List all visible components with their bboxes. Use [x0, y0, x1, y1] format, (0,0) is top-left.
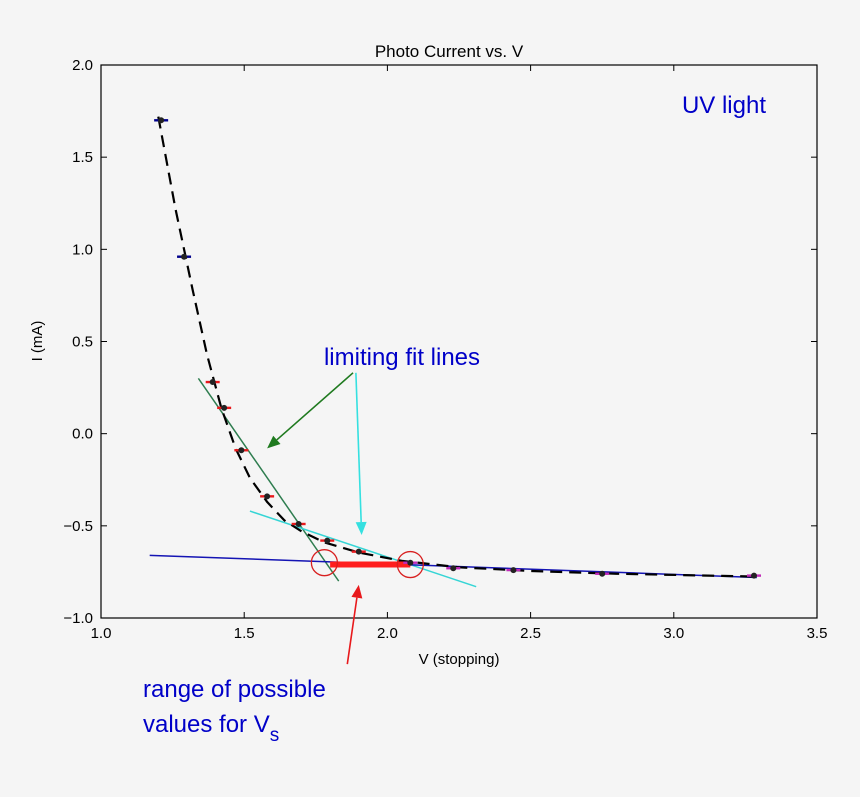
y-tick-label: 0.5	[72, 334, 93, 351]
y-axis-title: I (mA)	[29, 321, 46, 362]
axis-ticks	[100, 64, 818, 619]
range-annotation-subscript: s	[270, 725, 280, 746]
red-arrow	[346, 584, 363, 665]
endpoint-circles	[310, 549, 424, 579]
point-marker	[510, 567, 517, 574]
y-tick-label: −0.5	[63, 518, 93, 535]
range-annotation-text: values for V	[143, 711, 270, 738]
point-marker	[209, 379, 216, 386]
x-axis-title: V (stopping)	[419, 651, 500, 668]
data-point	[291, 520, 306, 527]
x-tick-label: 2.0	[377, 625, 398, 642]
data-point	[177, 253, 192, 260]
point-marker	[221, 404, 228, 411]
point-marker	[181, 253, 188, 260]
y-tick-label: −1.0	[63, 610, 93, 627]
point-marker	[599, 570, 606, 577]
point-marker	[158, 117, 165, 124]
chart-title: Photo Current vs. V	[375, 42, 524, 61]
data-point	[217, 404, 232, 411]
green-arrow	[267, 372, 354, 449]
x-tick-label: 3.5	[807, 625, 828, 642]
data-point	[506, 567, 521, 574]
tick-labels: 1.0 1.5 2.0 2.5 3.0 3.5 −1.0 −0.5 0.0 0.5 1.0 1.5 2.…	[63, 57, 827, 642]
arrow-head	[267, 435, 281, 449]
annotation-arrows	[267, 372, 367, 665]
data-points	[154, 117, 761, 579]
y-tick-label: 1.0	[72, 241, 93, 258]
dashed-fit-curve	[157, 116, 755, 578]
point-marker	[238, 447, 245, 454]
point-marker	[355, 548, 362, 555]
arrow-shaft	[346, 597, 358, 665]
point-marker	[324, 537, 331, 544]
dashed-fit-curve-group	[157, 116, 755, 578]
cyan-arrow	[355, 372, 367, 536]
arrow-shaft	[355, 372, 362, 523]
y-tick-label: 1.5	[72, 149, 93, 166]
point-marker	[450, 565, 457, 572]
data-point	[205, 379, 220, 386]
arrow-shaft	[276, 372, 354, 441]
data-point	[351, 548, 366, 555]
data-point	[403, 559, 418, 566]
data-point	[234, 447, 249, 454]
arrow-head	[351, 584, 363, 599]
data-point	[260, 493, 275, 500]
x-tick-label: 1.0	[91, 625, 112, 642]
range-annotation-line1: range of possible	[143, 676, 326, 703]
x-tick-label: 2.5	[520, 625, 541, 642]
x-tick-label: 3.0	[663, 625, 684, 642]
point-marker	[295, 520, 302, 527]
range-annotation-line2: values for Vs	[143, 711, 279, 746]
cyan-fit-line	[249, 510, 477, 588]
y-tick-label: 0.0	[72, 426, 93, 443]
data-point	[154, 117, 169, 124]
limiting-fit-lines-annotation: limiting fit lines	[324, 344, 480, 371]
steep-fit-line	[197, 377, 340, 582]
uv-light-annotation: UV light	[682, 92, 766, 119]
data-point	[320, 537, 335, 544]
point-marker	[264, 493, 271, 500]
point-marker	[750, 572, 757, 579]
range-endpoint-circle	[310, 549, 339, 577]
point-marker	[407, 559, 414, 566]
data-point	[446, 565, 461, 572]
range-endpoint-circle	[396, 550, 424, 579]
data-point	[595, 570, 610, 577]
data-point	[746, 572, 761, 579]
arrow-head	[355, 521, 367, 536]
y-tick-label: 2.0	[72, 57, 93, 74]
x-tick-label: 1.5	[234, 625, 255, 642]
